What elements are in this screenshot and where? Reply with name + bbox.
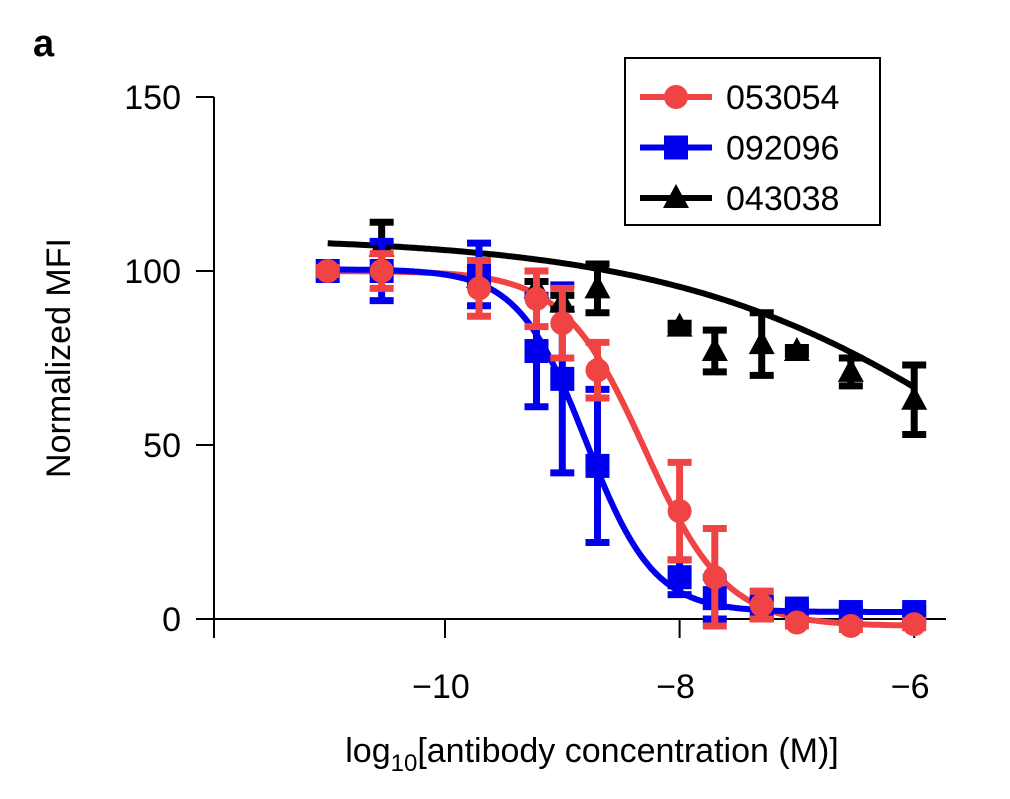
data-point	[550, 311, 575, 336]
data-point	[585, 453, 610, 478]
data-point	[701, 337, 728, 362]
data-point	[584, 274, 611, 299]
y-tick-label: 50	[143, 427, 181, 465]
series-053054	[315, 250, 927, 638]
data-point	[702, 565, 727, 590]
x-tick-label: −10	[412, 668, 470, 706]
series-092096	[315, 237, 927, 625]
legend: 053054 092096 043038	[624, 57, 881, 226]
fit-curve-053054	[327, 268, 915, 629]
fit-curve-092096	[327, 266, 915, 615]
data-point	[784, 610, 809, 635]
data-point	[467, 276, 492, 301]
legend-label: 043038	[726, 180, 839, 218]
x-tick-label: −8	[656, 668, 695, 706]
fit-curve-043038	[327, 240, 916, 390]
data-point	[315, 259, 340, 283]
data-point	[667, 565, 692, 590]
legend-marker	[663, 184, 689, 208]
x-tick-label: −6	[891, 668, 930, 706]
data-point	[550, 366, 575, 391]
data-point	[783, 337, 810, 362]
legend-label: 053054	[726, 79, 839, 117]
x-axis-label-subscript: 10	[391, 750, 418, 777]
panel-label: a	[33, 23, 55, 65]
y-axis-label: Normalized MFI	[40, 238, 78, 478]
data-point	[901, 385, 928, 410]
series-043038	[368, 218, 928, 439]
data-point	[748, 330, 775, 355]
data-point	[666, 312, 693, 337]
data-points	[315, 218, 928, 638]
data-point	[838, 613, 863, 638]
data-point	[837, 357, 864, 382]
data-point	[902, 612, 927, 637]
legend-marker	[664, 85, 688, 109]
x-axis-label-main: log	[345, 732, 390, 770]
data-point	[749, 593, 774, 618]
axes: 0 50 100 150 −10 −8 −6	[124, 79, 946, 706]
data-point	[524, 286, 549, 311]
legend-label: 092096	[726, 130, 839, 168]
data-point	[369, 259, 394, 283]
legend-marker	[664, 135, 688, 160]
data-point	[667, 499, 692, 524]
fit-curves	[327, 240, 916, 629]
x-axis-label: log10[antibody concentration (M)]	[345, 732, 839, 777]
y-tick-label: 150	[124, 79, 181, 117]
y-tick-label: 100	[124, 253, 181, 291]
data-point	[585, 358, 610, 383]
data-point	[524, 339, 549, 364]
x-axis-label-rest: [antibody concentration (M)]	[417, 732, 838, 770]
y-tick-label: 0	[162, 601, 181, 639]
